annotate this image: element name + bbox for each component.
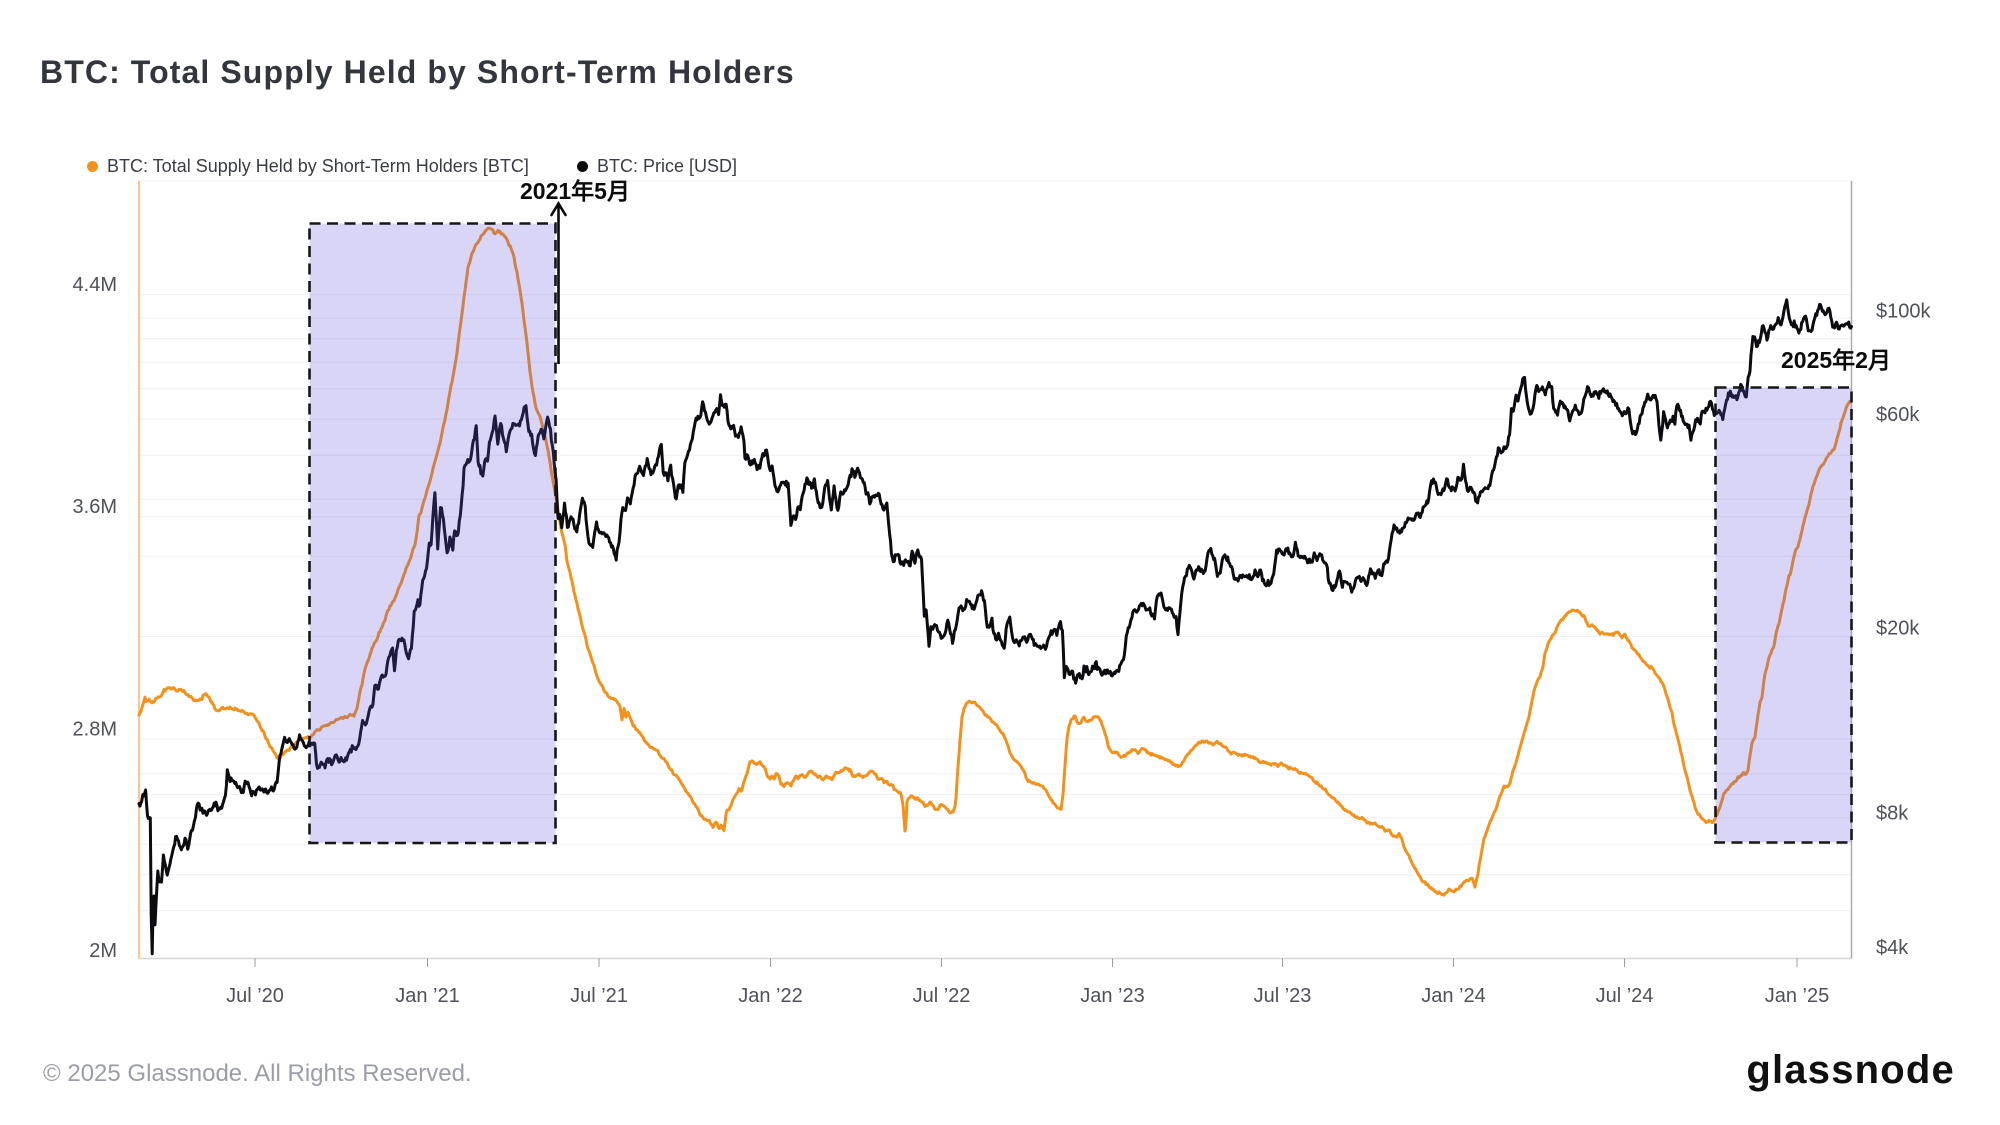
svg-text:2M: 2M xyxy=(89,940,117,962)
svg-text:Jan ’21: Jan ’21 xyxy=(395,985,460,1007)
svg-text:Jul ’20: Jul ’20 xyxy=(226,985,284,1007)
svg-text:$8k: $8k xyxy=(1876,803,1909,825)
svg-text:$4k: $4k xyxy=(1876,937,1909,959)
svg-text:4.4M: 4.4M xyxy=(73,274,117,296)
svg-text:$60k: $60k xyxy=(1876,404,1920,426)
svg-text:Jan ’22: Jan ’22 xyxy=(738,985,803,1007)
svg-text:Jan ’23: Jan ’23 xyxy=(1080,985,1145,1007)
svg-text:3.6M: 3.6M xyxy=(73,496,117,518)
svg-text:Jan ’25: Jan ’25 xyxy=(1765,985,1830,1007)
svg-text:Jan ’24: Jan ’24 xyxy=(1421,985,1486,1007)
svg-text:$20k: $20k xyxy=(1876,618,1920,640)
svg-text:$100k: $100k xyxy=(1876,301,1931,323)
svg-text:Jul ’23: Jul ’23 xyxy=(1254,985,1312,1007)
svg-text:2.8M: 2.8M xyxy=(73,719,117,741)
svg-text:Jul ’21: Jul ’21 xyxy=(570,985,628,1007)
svg-text:Jul ’22: Jul ’22 xyxy=(913,985,971,1007)
svg-text:Jul ’24: Jul ’24 xyxy=(1596,985,1654,1007)
